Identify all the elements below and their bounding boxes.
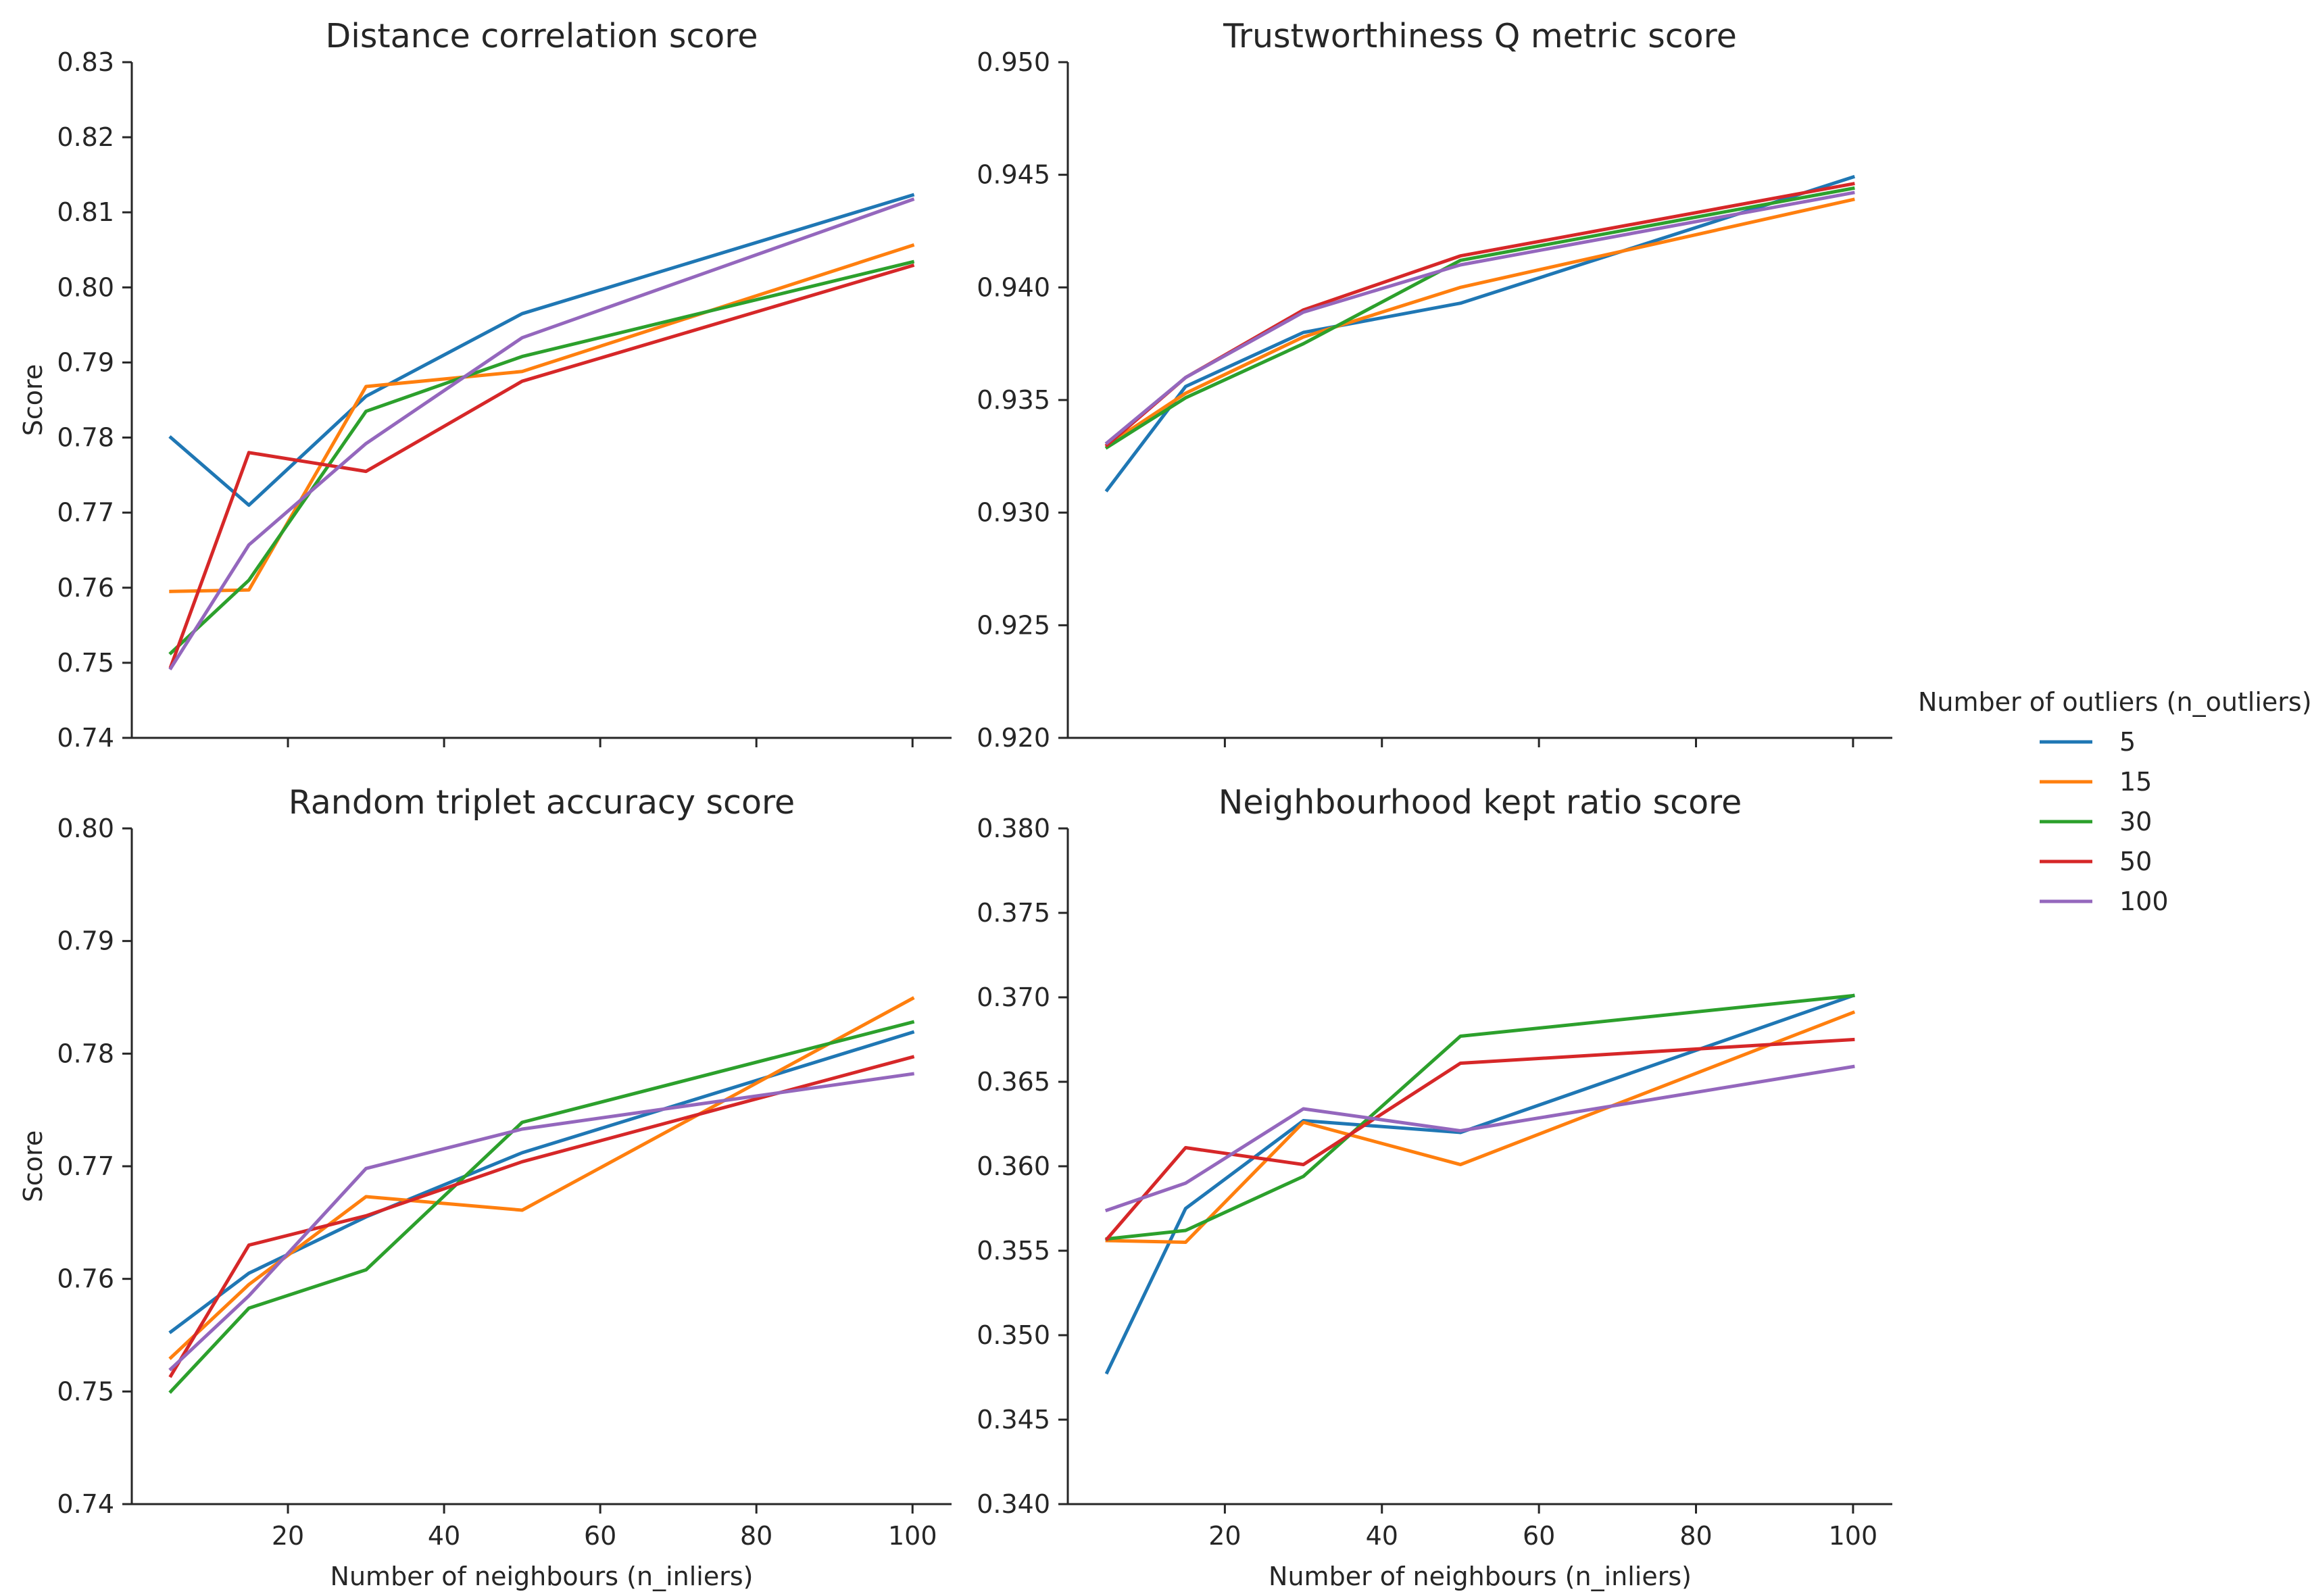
y-tick-label: 0.74	[57, 1489, 114, 1519]
legend-title: Number of outliers (n_outliers)	[1918, 687, 2312, 717]
x-tick-label: 100	[1829, 1521, 1878, 1551]
y-tick-label: 0.77	[57, 1151, 114, 1181]
series-line-30	[1105, 993, 1855, 1241]
x-tick-label: 60	[584, 1521, 616, 1551]
x-tick-label: 80	[740, 1521, 772, 1551]
y-tick-label: 0.370	[977, 982, 1050, 1012]
series-line-5	[168, 193, 915, 507]
legend-item-100: 100	[2040, 887, 2169, 916]
series-line-5	[168, 1030, 915, 1335]
series-line-15	[1105, 1010, 1856, 1244]
y-tick-label: 0.930	[977, 498, 1050, 528]
y-tick-label: 0.920	[977, 723, 1050, 753]
y-axis-label: Score	[18, 364, 48, 436]
x-tick-label: 20	[272, 1521, 304, 1551]
x-tick-label: 80	[1679, 1521, 1712, 1551]
series-line-50	[1104, 1037, 1855, 1242]
series-line-30	[168, 1020, 915, 1394]
x-axis-label: Number of neighbours (n_inliers)	[1269, 1562, 1692, 1591]
panel-title: Distance correlation score	[326, 17, 758, 55]
panel-title: Neighbourhood kept ratio score	[1219, 783, 1742, 822]
series-line-5	[1104, 174, 1856, 493]
series-line-100	[168, 197, 915, 671]
legend: Number of outliers (n_outliers) 5 15 30 50 10…	[1918, 687, 2312, 916]
panel-title: Trustworthiness Q metric score	[1223, 17, 1737, 55]
legend-label: 15	[2119, 767, 2152, 797]
x-tick-label: 40	[428, 1521, 460, 1551]
series-line-15	[169, 243, 915, 593]
y-axis-label: Score	[18, 1130, 48, 1202]
y-tick-label: 0.355	[977, 1236, 1050, 1266]
x-tick-label: 60	[1523, 1521, 1555, 1551]
y-tick-label: 0.375	[977, 898, 1050, 928]
y-tick-label: 0.81	[57, 197, 114, 227]
legend-label: 100	[2119, 887, 2169, 916]
x-axis-label: Number of neighbours (n_inliers)	[330, 1562, 754, 1591]
y-tick-label: 0.76	[57, 1264, 114, 1294]
series-line-100	[1104, 191, 1855, 445]
y-tick-label: 0.78	[57, 1039, 114, 1068]
y-tick-label: 0.380	[977, 814, 1050, 843]
series-line-100	[1104, 1064, 1855, 1213]
y-tick-label: 0.345	[977, 1405, 1050, 1435]
y-tick-label: 0.80	[57, 272, 114, 302]
y-tick-label: 0.365	[977, 1067, 1050, 1097]
y-tick-label: 0.80	[57, 814, 114, 843]
legend-label: 5	[2119, 727, 2136, 757]
x-tick-label: 20	[1208, 1521, 1241, 1551]
chart-panel-3: Random triplet accuracy score 0.74 0.75 0.7…	[18, 783, 952, 1591]
y-tick-label: 0.950	[977, 47, 1050, 77]
y-tick-label: 0.79	[57, 347, 114, 377]
legend-item-50: 50	[2040, 847, 2152, 876]
y-tick-label: 0.945	[977, 160, 1050, 190]
series-line-30	[1104, 186, 1855, 450]
panel-title: Random triplet accuracy score	[289, 783, 795, 822]
y-tick-label: 0.75	[57, 648, 114, 678]
y-tick-label: 0.76	[57, 573, 114, 603]
y-tick-label: 0.74	[57, 723, 114, 753]
y-tick-label: 0.78	[57, 423, 114, 453]
y-tick-label: 0.360	[977, 1151, 1050, 1181]
chart-panel-1: Distance correlation score 0.74 0.75 0.76 0.…	[18, 17, 952, 753]
legend-label: 30	[2119, 807, 2152, 837]
y-tick-label: 0.75	[57, 1376, 114, 1406]
legend-item-30: 30	[2040, 807, 2152, 837]
y-tick-label: 0.935	[977, 385, 1050, 415]
x-tick-label: 100	[888, 1521, 937, 1551]
series-line-15	[1104, 197, 1855, 448]
chart-panel-4: Neighbourhood kept ratio score 0.340 0.345…	[977, 783, 1892, 1591]
series-line-15	[168, 996, 915, 1360]
chart-panel-2: Trustworthiness Q metric score 0.920 0.925…	[977, 17, 1892, 753]
y-tick-label: 0.79	[57, 926, 114, 956]
series-line-100	[168, 1072, 915, 1372]
series-line-50	[168, 263, 915, 669]
series-line-5	[1104, 993, 1856, 1375]
y-tick-label: 0.940	[977, 272, 1050, 302]
legend-label: 50	[2119, 847, 2152, 876]
y-tick-label: 0.350	[977, 1320, 1050, 1350]
y-tick-label: 0.83	[57, 47, 114, 77]
series-line-30	[168, 259, 915, 655]
y-tick-label: 0.77	[57, 498, 114, 528]
x-tick-label: 40	[1366, 1521, 1398, 1551]
y-tick-label: 0.340	[977, 1489, 1050, 1519]
y-tick-label: 0.82	[57, 122, 114, 152]
legend-item-5: 5	[2040, 727, 2136, 757]
legend-item-15: 15	[2040, 767, 2152, 797]
y-tick-label: 0.925	[977, 610, 1050, 640]
series-line-50	[168, 1055, 915, 1378]
